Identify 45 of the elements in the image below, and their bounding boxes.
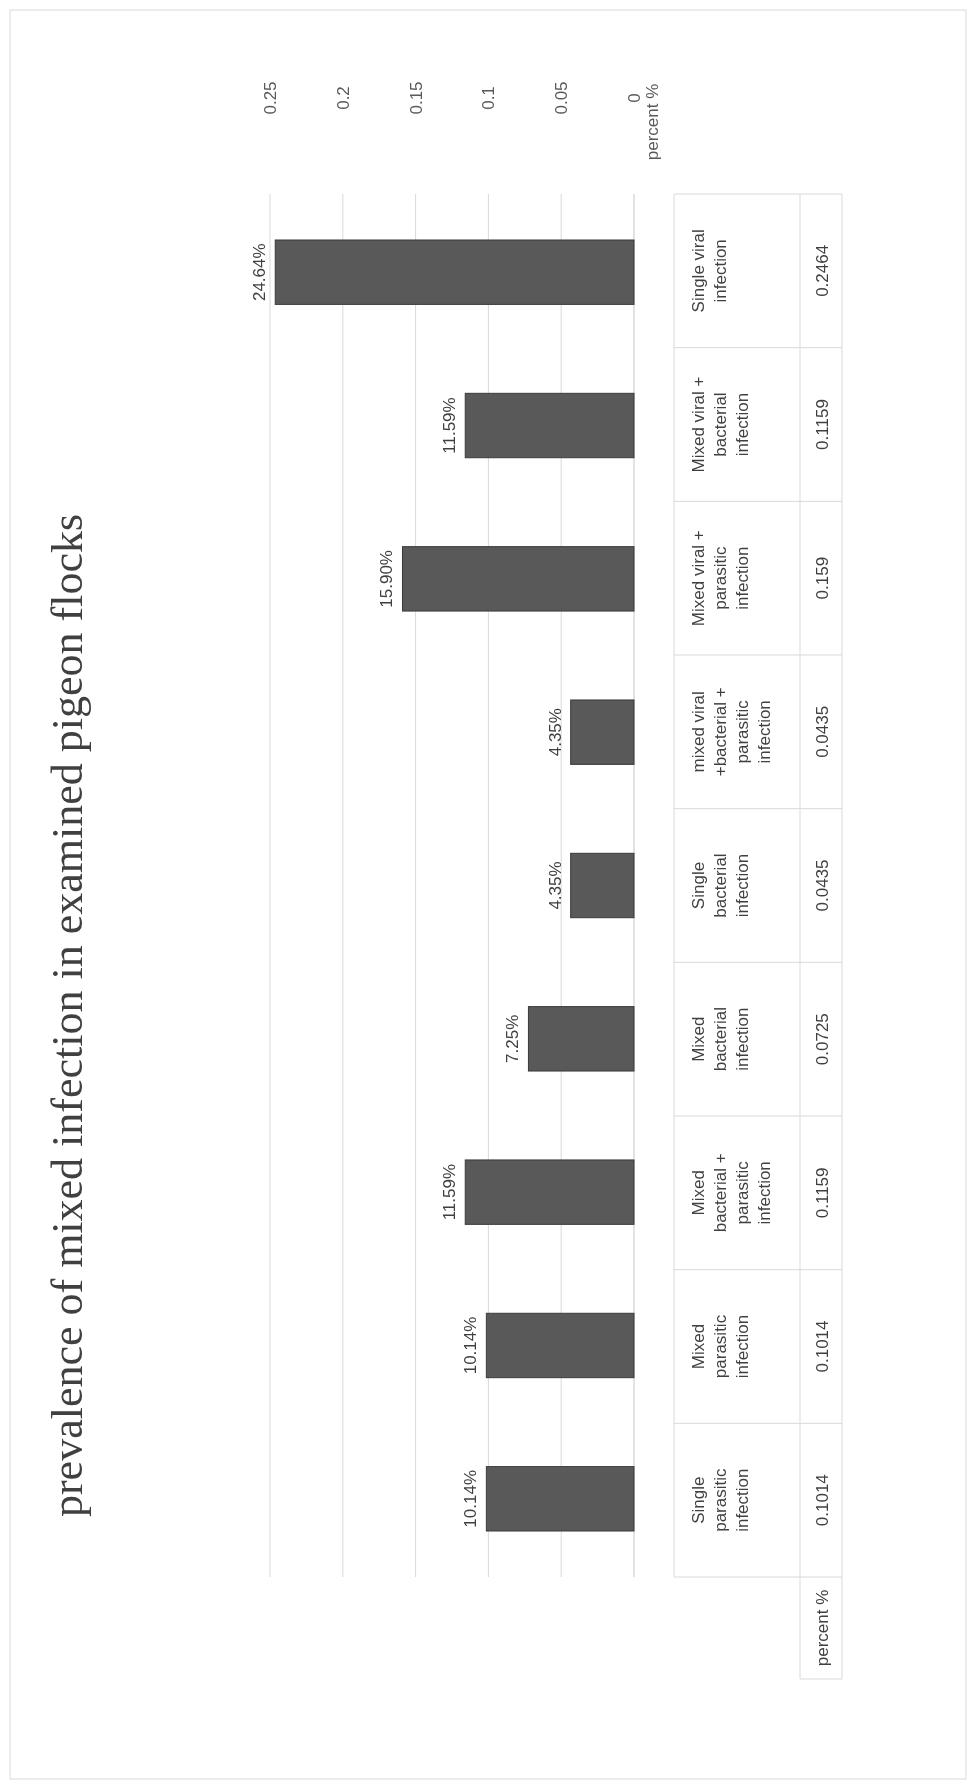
x-tick-label: 0.15 [406,81,426,115]
text: 0.0435 [813,705,832,758]
y-tick-label: Mixed bacterial + parasitic infection [689,1153,774,1233]
data-label: 10.14% [461,1469,481,1528]
text: 0.0435 [813,859,832,912]
data-label: 7.25% [503,1014,523,1063]
y-tick-label: Mixed viral + bacterial infection [689,376,752,473]
text: 0.0725 [813,1013,832,1066]
y-tick-label: Single bacterial infection [689,853,752,918]
text: percent % [813,1589,832,1667]
y-tick-label: Mixed bacterial infection [689,1007,752,1072]
text: 0.1159 [813,1167,832,1219]
x-tick-label: 0.1 [479,86,499,110]
text: 0.1014 [813,1320,832,1373]
data-label: 11.59% [440,1163,460,1221]
data-label: 4.35% [545,861,565,910]
y-tick-label: Single viral infection [689,229,730,313]
x-tick-label: 0.05 [552,81,572,115]
text: 0.159 [813,556,832,600]
text: prevalence of mixed infection in examined pigeon flocks [43,513,92,1518]
text: 0.1159 [813,399,832,450]
y-tick-label: Mixed parasitic infection [689,1314,752,1379]
bar [464,392,635,459]
bar [274,239,635,305]
bar [402,546,635,612]
x-tick-label: 0 [625,93,644,103]
y-tick-label: mixed viral +bacterial + parasitic infection [689,687,774,777]
bar [485,1466,635,1532]
text: 0.1014 [813,1474,832,1527]
y-tick-label: Mixed viral + parasitic infection [689,530,752,627]
text: 0.2464 [813,244,832,297]
y-axis-title: percent % [643,83,662,161]
x-tick-label: 0.2 [333,86,353,110]
bar [570,852,635,919]
bar [527,1006,635,1072]
data-label: 15.90% [377,550,397,608]
bar [464,1159,635,1225]
bar [570,699,635,765]
data-label: 10.14% [461,1316,481,1375]
data-label: 11.59% [440,397,460,454]
bar [485,1312,635,1379]
data-label: 24.64% [250,243,270,302]
y-tick-label: Single parasitic infection [689,1468,752,1532]
data-label: 4.35% [545,708,565,757]
x-tick-label: 0.25 [261,81,280,115]
